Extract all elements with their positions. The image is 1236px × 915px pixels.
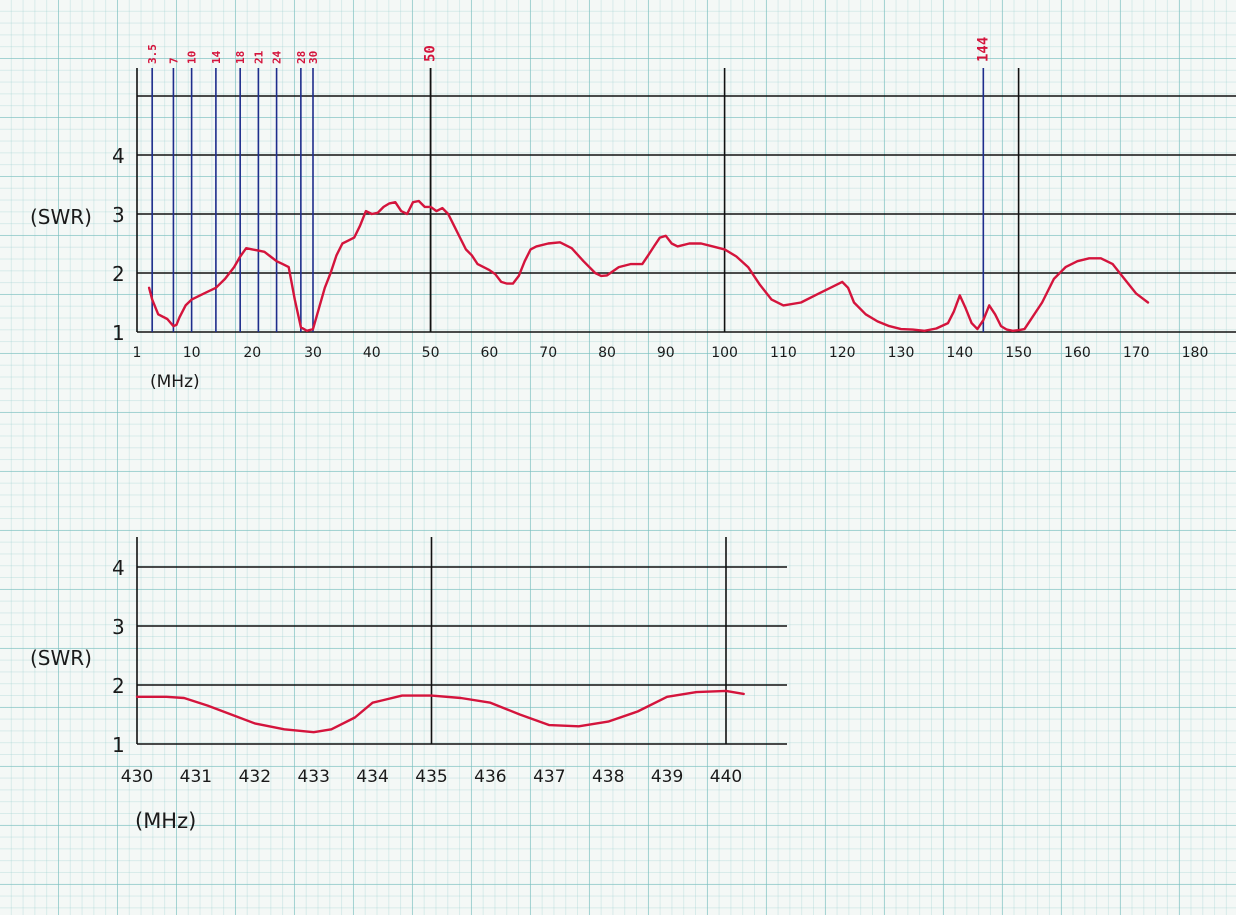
band-marker-label: 10	[186, 51, 199, 64]
x-tick-label: 160	[1064, 345, 1091, 361]
x-tick-label: 436	[474, 767, 506, 787]
x-tick-label: 431	[180, 767, 212, 787]
x-axis-label: (MHz)	[150, 372, 200, 392]
y-axis-label: (SWR)	[30, 646, 92, 670]
y-tick-label: 1	[112, 733, 125, 757]
band-marker-label: 30	[307, 51, 320, 64]
x-tick-label: 10	[183, 345, 201, 361]
x-tick-label: 110	[770, 345, 797, 361]
y-axis-label: (SWR)	[30, 205, 92, 229]
y-tick-label: 2	[112, 674, 125, 698]
band-marker-label: 14	[210, 50, 223, 64]
x-tick-label: 70	[539, 345, 557, 361]
x-tick-label: 100	[711, 345, 738, 361]
y-tick-label: 1	[112, 321, 125, 345]
x-tick-label: 440	[710, 767, 742, 787]
band-marker-label: 144	[975, 37, 991, 62]
x-tick-label: 150	[1005, 345, 1032, 361]
x-tick-label: 437	[533, 767, 565, 787]
y-tick-label: 4	[112, 144, 125, 168]
band-marker-label: 50	[423, 45, 439, 62]
band-marker-label: 28	[295, 51, 308, 64]
x-tick-label: 40	[363, 345, 381, 361]
x-tick-label: 180	[1182, 345, 1209, 361]
y-tick-label: 2	[112, 262, 125, 286]
x-tick-label: 50	[422, 345, 440, 361]
x-tick-label: 434	[356, 767, 388, 787]
y-tick-label: 3	[112, 203, 125, 227]
uhf-swr-chart: 1 2 3 4 (SWR) 430 431 432 433 434 435 436 437 438 439 4…	[30, 537, 787, 833]
x-tick-label: 170	[1123, 345, 1150, 361]
x-tick-label: 120	[829, 345, 856, 361]
x-tick-label: 90	[657, 345, 675, 361]
x-tick-label: 435	[415, 767, 447, 787]
x-tick-label: 30	[304, 345, 322, 361]
x-tick-label: 439	[651, 767, 683, 787]
x-tick-label: 432	[239, 767, 271, 787]
x-tick-label: 130	[888, 345, 915, 361]
x-tick-label: 60	[480, 345, 498, 361]
band-marker-label: 3.5	[146, 44, 159, 64]
x-axis-label: (MHz)	[135, 809, 196, 833]
band-marker-label: 21	[252, 50, 265, 64]
x-tick-label: 430	[121, 767, 153, 787]
y-tick-label: 3	[112, 615, 125, 639]
band-marker-label: 18	[234, 51, 247, 64]
y-tick-label: 4	[112, 556, 125, 580]
x-tick-label: 438	[592, 767, 624, 787]
x-tick-label: 140	[946, 345, 973, 361]
swr-curve-line	[147, 199, 1150, 332]
band-marker-label: 24	[271, 50, 284, 64]
band-marker-label: 7	[167, 57, 180, 64]
swr-curve-line	[135, 689, 745, 734]
x-tick-label: 1	[133, 345, 142, 361]
x-tick-label: 433	[297, 767, 329, 787]
x-tick-label: 80	[598, 345, 616, 361]
x-tick-label: 20	[243, 345, 261, 361]
